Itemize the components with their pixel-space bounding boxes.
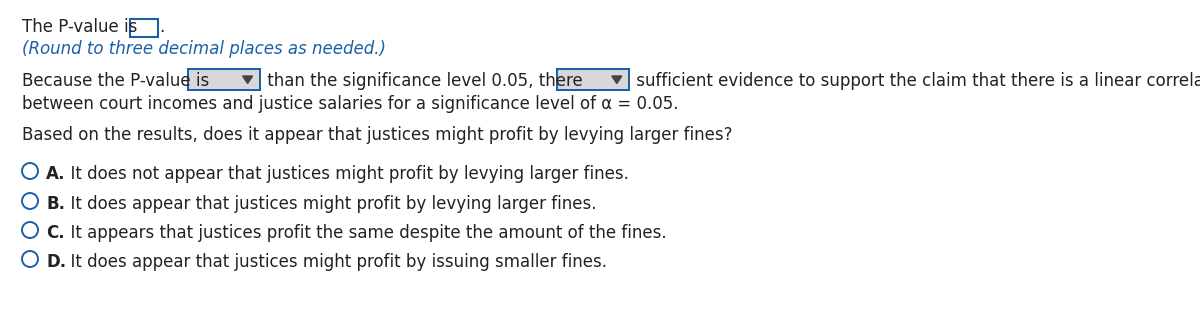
Circle shape <box>22 193 38 209</box>
FancyBboxPatch shape <box>187 69 259 90</box>
FancyBboxPatch shape <box>130 19 158 37</box>
Text: sufficient evidence to support the claim that there is a linear correlation: sufficient evidence to support the claim… <box>631 72 1200 90</box>
Text: .: . <box>158 18 164 36</box>
Text: Based on the results, does it appear that justices might profit by levying large: Based on the results, does it appear tha… <box>22 126 732 144</box>
Text: D.: D. <box>46 253 66 271</box>
Text: It does not appear that justices might profit by levying larger fines.: It does not appear that justices might p… <box>60 165 629 183</box>
Text: It appears that justices profit the same despite the amount of the fines.: It appears that justices profit the same… <box>60 224 667 242</box>
Circle shape <box>22 163 38 179</box>
Text: than the significance level 0.05, there: than the significance level 0.05, there <box>262 72 588 90</box>
Text: (Round to three decimal places as needed.): (Round to three decimal places as needed… <box>22 40 386 58</box>
Text: B.: B. <box>46 195 65 213</box>
Text: between court incomes and justice salaries for a significance level of α = 0.05.: between court incomes and justice salari… <box>22 95 678 113</box>
Text: Because the P-value is: Because the P-value is <box>22 72 215 90</box>
FancyBboxPatch shape <box>557 69 629 90</box>
Text: The P-value is: The P-value is <box>22 18 137 36</box>
Polygon shape <box>612 76 622 84</box>
Text: It does appear that justices might profit by levying larger fines.: It does appear that justices might profi… <box>60 195 596 213</box>
Circle shape <box>22 251 38 267</box>
Circle shape <box>22 222 38 238</box>
Text: C.: C. <box>46 224 65 242</box>
Polygon shape <box>242 76 253 84</box>
Text: It does appear that justices might profit by issuing smaller fines.: It does appear that justices might profi… <box>60 253 607 271</box>
Text: A.: A. <box>46 165 66 183</box>
